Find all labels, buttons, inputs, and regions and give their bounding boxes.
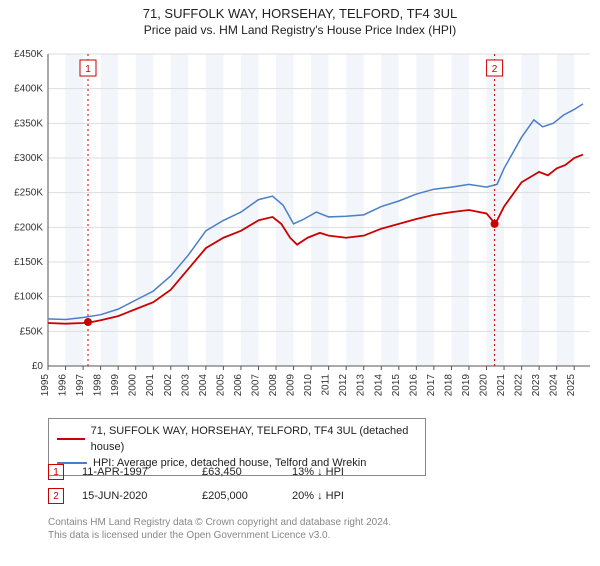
- svg-text:2005: 2005: [215, 374, 226, 397]
- svg-text:2023: 2023: [531, 374, 542, 397]
- svg-text:£400K: £400K: [14, 84, 43, 95]
- svg-text:2019: 2019: [461, 374, 472, 397]
- svg-text:2018: 2018: [443, 374, 454, 397]
- svg-text:£350K: £350K: [14, 118, 43, 129]
- svg-text:2024: 2024: [549, 374, 560, 397]
- trade-delta-1: 13% ↓ HPI: [292, 466, 402, 478]
- svg-text:£250K: £250K: [14, 188, 43, 199]
- svg-text:1: 1: [85, 64, 91, 75]
- svg-text:2011: 2011: [321, 374, 332, 396]
- svg-text:2022: 2022: [514, 374, 525, 397]
- trade-marker-2: 2: [48, 488, 64, 504]
- svg-text:2001: 2001: [145, 374, 156, 397]
- footnote-line-2: This data is licensed under the Open Gov…: [48, 529, 391, 542]
- svg-text:£200K: £200K: [14, 222, 43, 233]
- footnote: Contains HM Land Registry data © Crown c…: [48, 516, 391, 542]
- svg-text:2: 2: [492, 64, 498, 75]
- svg-text:2000: 2000: [128, 374, 139, 397]
- svg-text:2021: 2021: [496, 374, 507, 397]
- trade-date-1: 11-APR-1997: [82, 466, 202, 478]
- svg-text:2017: 2017: [426, 374, 437, 397]
- svg-text:£150K: £150K: [14, 257, 43, 268]
- svg-text:2003: 2003: [180, 374, 191, 397]
- svg-text:2020: 2020: [479, 374, 490, 397]
- svg-text:2008: 2008: [268, 374, 279, 397]
- svg-text:2004: 2004: [198, 374, 209, 397]
- legend-label-1: 71, SUFFOLK WAY, HORSEHAY, TELFORD, TF4 …: [91, 423, 417, 455]
- svg-text:£0: £0: [32, 361, 44, 372]
- svg-text:£300K: £300K: [14, 153, 43, 164]
- svg-text:2007: 2007: [250, 374, 261, 397]
- svg-text:1998: 1998: [93, 374, 104, 397]
- legend-swatch-1: [57, 438, 85, 440]
- svg-text:£50K: £50K: [20, 326, 44, 337]
- footnote-line-1: Contains HM Land Registry data © Crown c…: [48, 516, 391, 529]
- svg-text:2006: 2006: [233, 374, 244, 397]
- svg-text:2025: 2025: [566, 374, 577, 397]
- svg-text:2016: 2016: [408, 374, 419, 397]
- chart-title: 71, SUFFOLK WAY, HORSEHAY, TELFORD, TF4 …: [0, 6, 600, 21]
- svg-text:2013: 2013: [356, 374, 367, 397]
- trade-delta-2: 20% ↓ HPI: [292, 490, 402, 502]
- svg-text:1996: 1996: [58, 374, 69, 397]
- trade-table: 1 11-APR-1997 £63,450 13% ↓ HPI 2 15-JUN…: [48, 464, 402, 512]
- chart-area: £0 £50K £100K £150K £200K £250K £300K £350K £400…: [0, 46, 600, 411]
- svg-text:£450K: £450K: [14, 49, 43, 60]
- svg-text:2014: 2014: [373, 374, 384, 397]
- chart-svg: £0 £50K £100K £150K £200K £250K £300K £350K £400…: [0, 46, 600, 411]
- svg-text:2012: 2012: [338, 374, 349, 397]
- svg-text:£100K: £100K: [14, 292, 43, 303]
- trade-marker-1: 1: [48, 464, 64, 480]
- trade-price-1: £63,450: [202, 466, 292, 478]
- svg-text:2009: 2009: [286, 374, 297, 397]
- svg-text:2002: 2002: [163, 374, 174, 397]
- trade-price-2: £205,000: [202, 490, 292, 502]
- svg-text:1999: 1999: [110, 374, 121, 397]
- chart-subtitle: Price paid vs. HM Land Registry's House …: [0, 23, 600, 37]
- trade-date-2: 15-JUN-2020: [82, 490, 202, 502]
- trade-row-2: 2 15-JUN-2020 £205,000 20% ↓ HPI: [48, 488, 402, 504]
- svg-text:2010: 2010: [303, 374, 314, 397]
- trade-row-1: 1 11-APR-1997 £63,450 13% ↓ HPI: [48, 464, 402, 480]
- svg-text:2015: 2015: [391, 374, 402, 397]
- svg-text:1995: 1995: [40, 374, 51, 397]
- legend-row-price-paid: 71, SUFFOLK WAY, HORSEHAY, TELFORD, TF4 …: [57, 423, 417, 455]
- svg-text:1997: 1997: [75, 374, 86, 397]
